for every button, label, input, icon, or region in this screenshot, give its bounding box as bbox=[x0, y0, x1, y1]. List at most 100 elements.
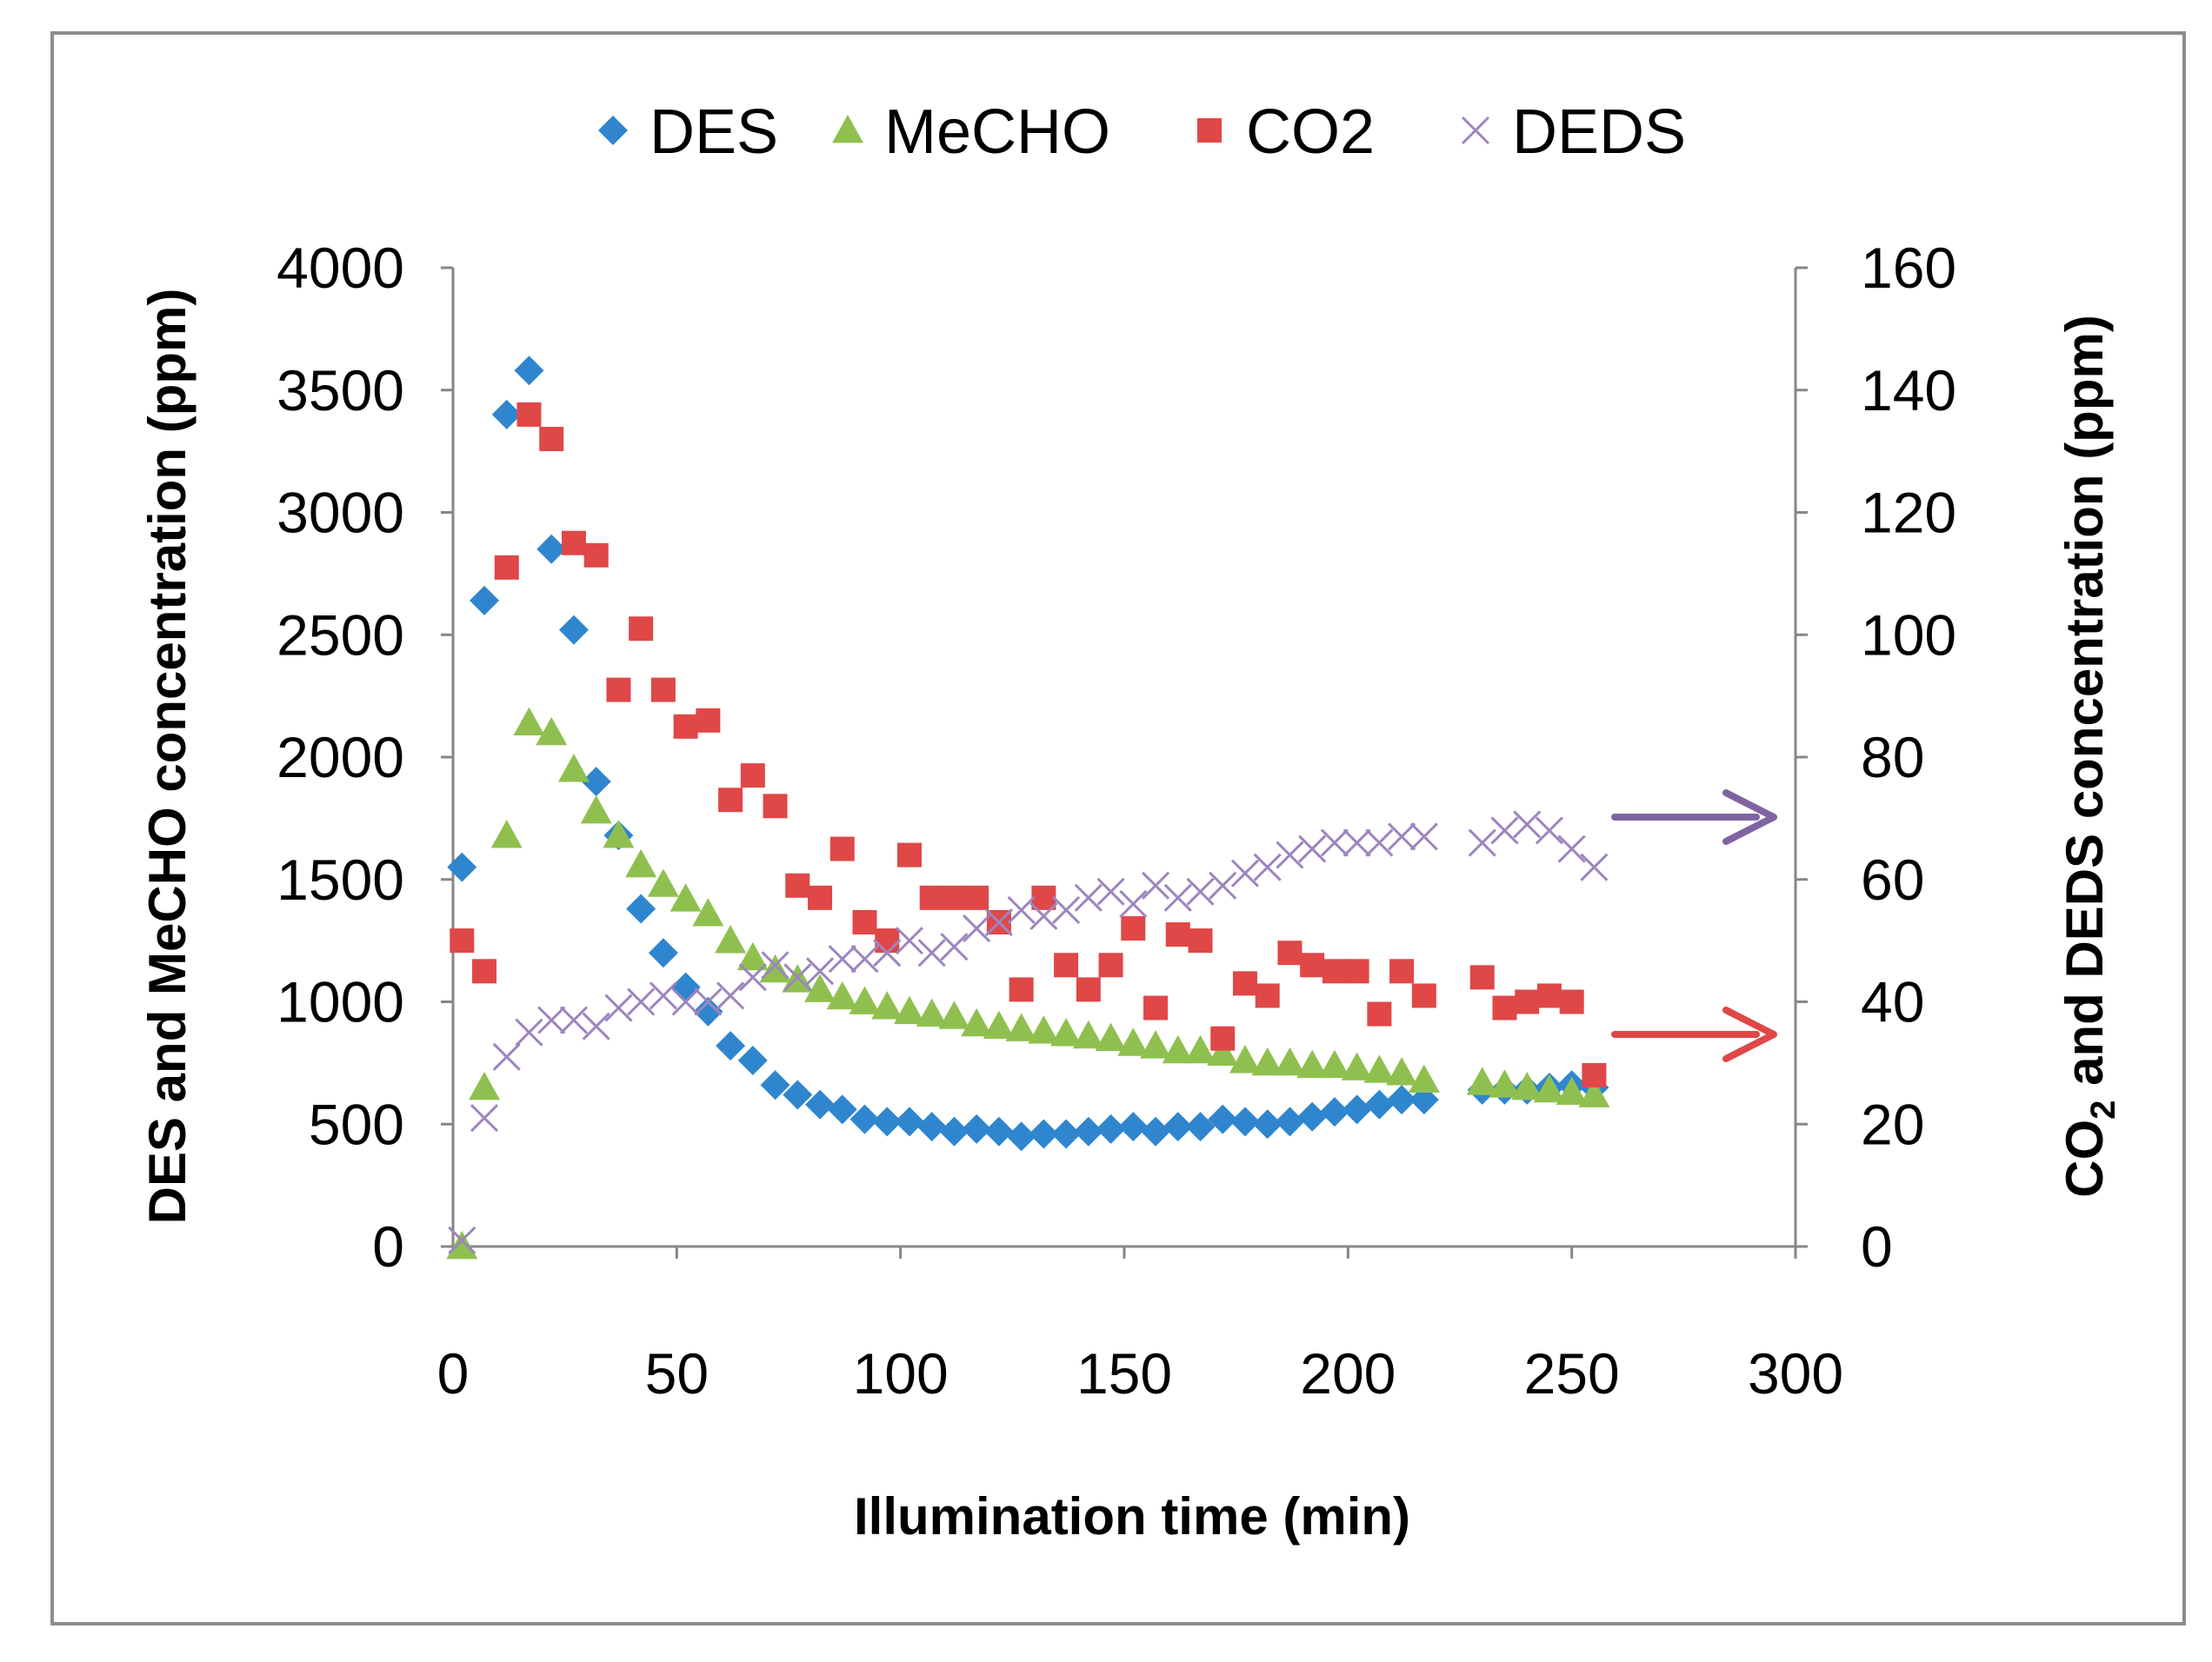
data-point-mecho bbox=[1207, 1037, 1239, 1067]
data-point-co2 bbox=[808, 885, 833, 910]
data-point-mecho bbox=[1341, 1052, 1373, 1080]
data-point-co2 bbox=[450, 928, 475, 954]
y-right-tick-label: 0 bbox=[1861, 1214, 1893, 1279]
data-point-mecho bbox=[1408, 1064, 1440, 1093]
legend-marker-co2 bbox=[1197, 118, 1222, 143]
ticks: 0500100015002000250030003500400002040608… bbox=[276, 236, 1956, 1406]
data-point-mecho bbox=[871, 991, 903, 1020]
data-point-mecho bbox=[961, 1007, 993, 1037]
data-point-des bbox=[939, 1116, 969, 1147]
data-point-des bbox=[716, 1031, 746, 1061]
data-point-deds bbox=[1388, 822, 1416, 851]
data-point-des bbox=[558, 615, 589, 645]
data-point-mecho bbox=[469, 1072, 501, 1100]
data-point-co2 bbox=[1344, 959, 1369, 984]
data-point-mecho bbox=[1072, 1020, 1104, 1049]
deds-axis-arrow bbox=[1611, 789, 1777, 845]
y-left-tick-label: 1000 bbox=[276, 970, 404, 1034]
y-right-axis-title: CO2 and DEDS concentration (ppm) bbox=[2055, 315, 2122, 1198]
legend-label-des: DES bbox=[650, 97, 778, 167]
data-point-des bbox=[962, 1114, 992, 1144]
x-tick-label: 50 bbox=[645, 1341, 709, 1406]
data-point-co2 bbox=[896, 842, 922, 868]
series-des bbox=[447, 356, 1609, 1152]
data-point-co2 bbox=[583, 542, 609, 568]
y-left-axis-title: DES and MeCHO concentration (ppm) bbox=[138, 289, 197, 1225]
data-point-mecho bbox=[804, 974, 836, 1002]
data-point-des bbox=[626, 894, 656, 924]
data-point-mecho bbox=[1095, 1022, 1127, 1052]
data-point-mecho bbox=[736, 941, 769, 971]
data-point-deds bbox=[515, 1018, 543, 1047]
data-point-co2 bbox=[1515, 989, 1540, 1014]
data-point-co2 bbox=[1300, 953, 1325, 978]
data-point-des bbox=[1229, 1107, 1260, 1137]
data-point-deds bbox=[1007, 895, 1036, 925]
data-point-co2 bbox=[1031, 885, 1056, 910]
data-point-deds bbox=[1580, 853, 1609, 881]
data-point-des bbox=[1342, 1094, 1372, 1125]
data-point-mecho bbox=[625, 848, 657, 878]
data-point-mecho bbox=[670, 883, 702, 912]
data-point-co2 bbox=[785, 873, 810, 898]
data-point-deds bbox=[1141, 871, 1170, 900]
data-point-co2 bbox=[472, 959, 497, 984]
data-point-mecho bbox=[715, 925, 747, 954]
data-point-co2 bbox=[852, 910, 877, 935]
data-point-mecho bbox=[893, 995, 925, 1025]
data-point-deds bbox=[1513, 810, 1542, 839]
data-point-deds bbox=[1163, 883, 1192, 912]
data-point-deds bbox=[1209, 871, 1237, 900]
y-left-tick-label: 2500 bbox=[276, 602, 404, 667]
data-point-co2 bbox=[964, 885, 989, 910]
data-point-co2 bbox=[718, 788, 743, 813]
y-right-tick-label: 160 bbox=[1861, 236, 1956, 300]
data-point-co2 bbox=[1188, 928, 1213, 954]
data-point-co2 bbox=[1389, 959, 1415, 984]
data-point-mecho bbox=[1140, 1030, 1172, 1059]
y-right-title-suffix: and DEDS concentration (ppm) bbox=[2055, 315, 2114, 1100]
data-point-deds bbox=[1096, 877, 1125, 906]
y-right-tick-label: 140 bbox=[1861, 358, 1956, 422]
data-point-des bbox=[1275, 1107, 1305, 1137]
data-point-co2 bbox=[650, 677, 676, 702]
x-tick-label: 100 bbox=[853, 1341, 949, 1406]
legend-label-deds: DEDS bbox=[1512, 97, 1686, 167]
series-mecho bbox=[446, 707, 1610, 1260]
data-point-des bbox=[760, 1070, 790, 1100]
data-point-des bbox=[894, 1107, 924, 1137]
y-left-tick-label: 3000 bbox=[276, 481, 404, 545]
data-point-deds bbox=[1409, 822, 1438, 851]
data-point-des bbox=[536, 534, 567, 564]
data-point-co2 bbox=[1143, 995, 1169, 1020]
axes: 0500100015002000250030003500400002040608… bbox=[276, 236, 1956, 1406]
data-point-deds bbox=[694, 987, 723, 1016]
data-point-mecho bbox=[580, 794, 612, 824]
y-left-tick-label: 500 bbox=[309, 1092, 404, 1156]
data-point-co2 bbox=[539, 427, 564, 452]
data-point-mecho bbox=[916, 998, 948, 1027]
data-point-co2 bbox=[1469, 965, 1495, 990]
data-point-deds bbox=[716, 981, 745, 1010]
legend-item-mecho: MeCHO bbox=[832, 97, 1110, 167]
data-point-deds bbox=[1365, 828, 1394, 857]
data-point-deds bbox=[604, 994, 633, 1022]
data-point-deds bbox=[537, 1006, 566, 1034]
y-left-tick-label: 4000 bbox=[276, 236, 404, 300]
data-point-mecho bbox=[1184, 1034, 1216, 1064]
data-point-deds bbox=[1029, 901, 1058, 931]
x-tick-label: 150 bbox=[1076, 1341, 1172, 1406]
data-point-deds bbox=[1052, 895, 1081, 925]
data-point-des bbox=[648, 938, 678, 968]
data-point-mecho bbox=[647, 868, 679, 897]
data-point-co2 bbox=[696, 708, 721, 733]
data-point-des bbox=[916, 1112, 947, 1142]
data-point-des bbox=[983, 1116, 1014, 1147]
data-point-des bbox=[1364, 1089, 1395, 1120]
data-point-co2 bbox=[1492, 995, 1517, 1020]
plot-area bbox=[446, 356, 1610, 1260]
data-point-deds bbox=[470, 1104, 499, 1133]
y-left-tick-label: 2000 bbox=[276, 725, 404, 789]
data-point-deds bbox=[738, 963, 767, 992]
